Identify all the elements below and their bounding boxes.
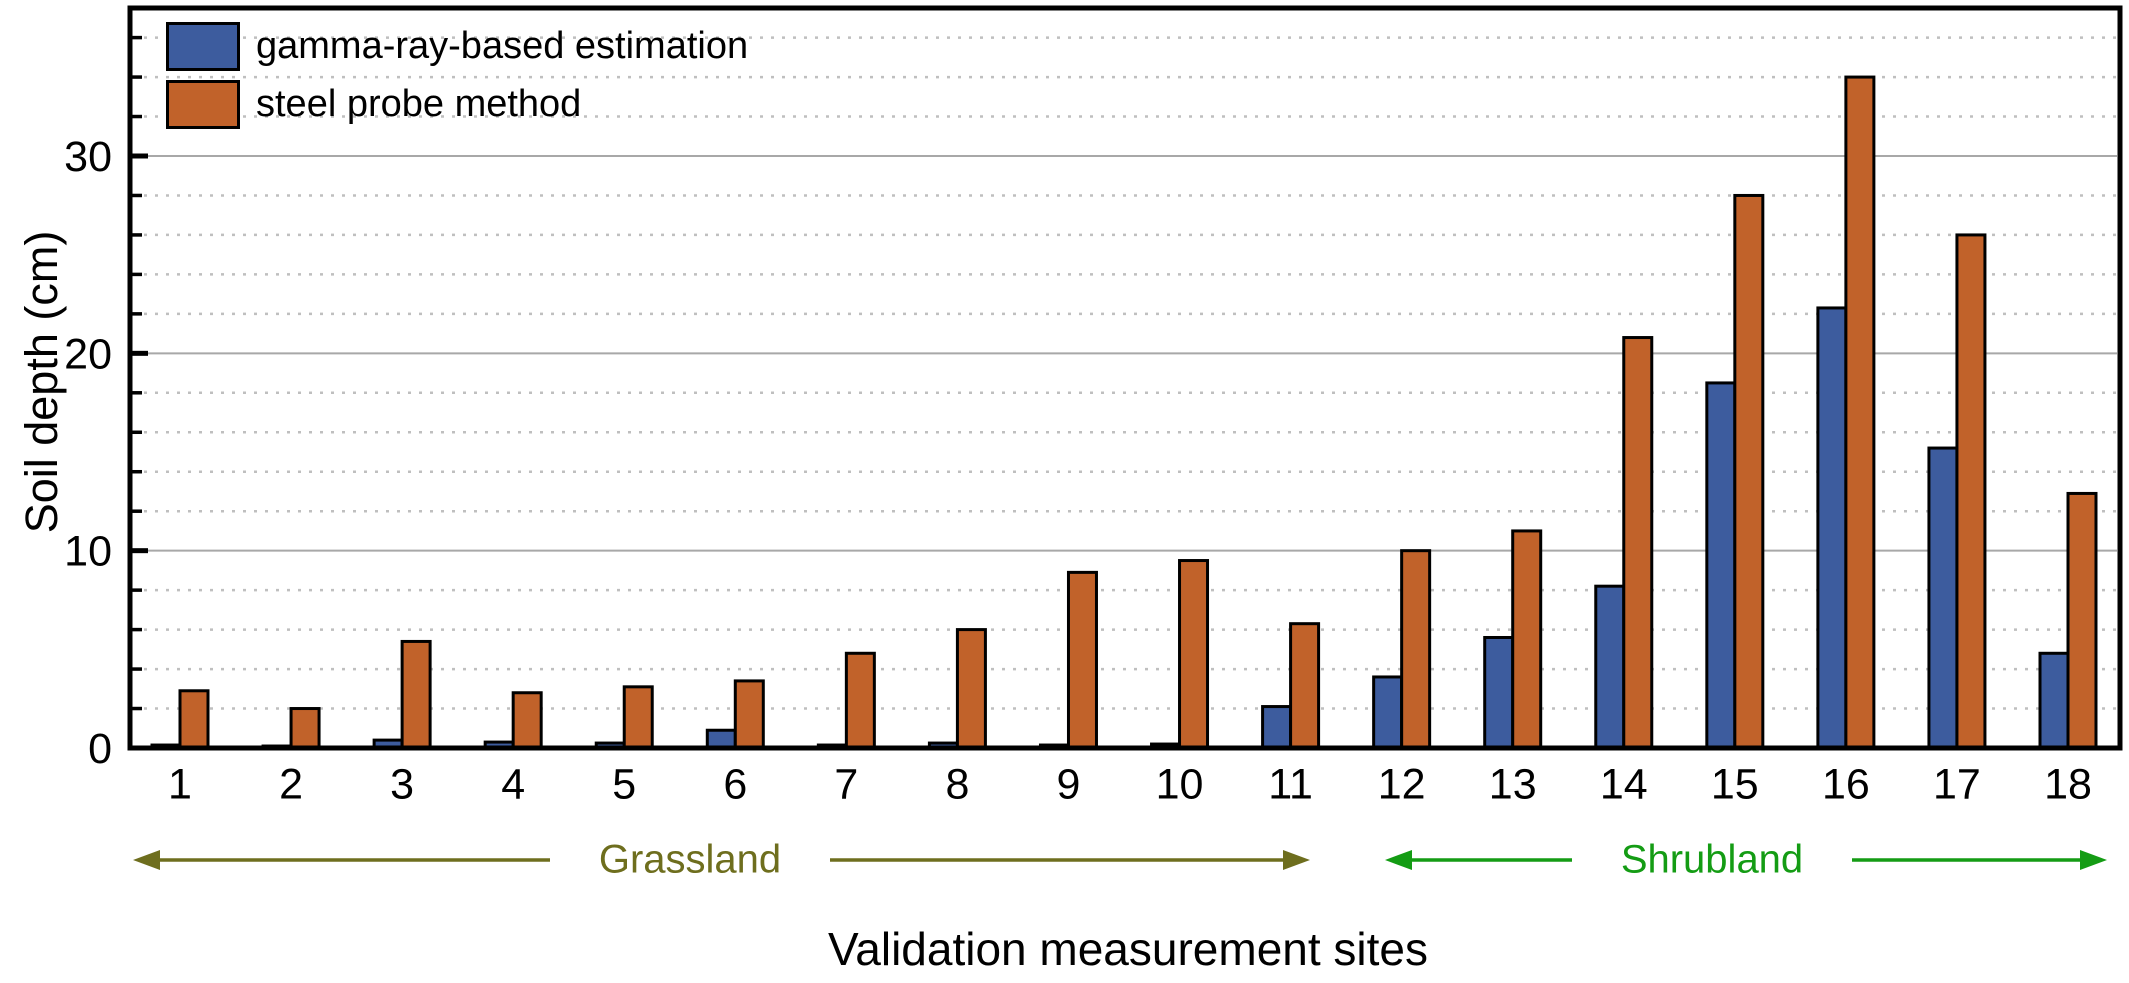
bar-site-6-gamma — [705, 728, 737, 750]
bar-site-13-gamma — [1483, 635, 1515, 750]
y-tick-label-30: 30 — [64, 133, 112, 181]
legend-swatch-steel — [166, 80, 240, 129]
y-axis-label: Soil depth (cm) — [16, 230, 67, 534]
bar-site-17-gamma — [1927, 446, 1959, 750]
y-tick-label-10: 10 — [64, 528, 112, 576]
bar-site-13-steel — [1511, 529, 1543, 750]
x-tick-label-8: 8 — [945, 760, 969, 808]
bar-site-17-steel — [1955, 233, 1987, 750]
x-tick-label-5: 5 — [612, 760, 636, 808]
bar-site-7-steel — [844, 651, 876, 750]
bar-site-14-steel — [1622, 336, 1654, 750]
group-annotation-shrubland: Shrubland — [1620, 837, 1804, 882]
x-tick-label-13: 13 — [1489, 760, 1537, 808]
shrubland-arrow-left-head — [1385, 850, 1412, 870]
y-tick-label-0: 0 — [88, 725, 112, 773]
shrubland-arrow-right-head — [2080, 850, 2107, 870]
x-tick-label-4: 4 — [501, 760, 525, 808]
x-tick-label-6: 6 — [723, 760, 747, 808]
grassland-arrow-left-head — [133, 850, 160, 870]
x-tick-label-3: 3 — [390, 760, 414, 808]
legend-label-gamma: gamma-ray-based estimation — [256, 25, 749, 67]
x-tick-label-16: 16 — [1822, 760, 1870, 808]
x-tick-label-1: 1 — [168, 760, 192, 808]
bar-site-3-steel — [400, 639, 432, 750]
x-tick-label-18: 18 — [2044, 760, 2092, 808]
bar-site-12-steel — [1400, 549, 1432, 750]
bar-site-16-steel — [1844, 75, 1876, 750]
bar-site-6-steel — [733, 679, 765, 750]
x-tick-label-10: 10 — [1156, 760, 1204, 808]
bar-site-18-steel — [2066, 491, 2098, 750]
bar-site-2-steel — [289, 707, 321, 750]
legend-label-steel: steel probe method — [256, 83, 582, 125]
x-tick-label-17: 17 — [1933, 760, 1981, 808]
x-tick-label-9: 9 — [1057, 760, 1081, 808]
bar-site-4-steel — [511, 691, 543, 750]
bar-site-11-steel — [1289, 622, 1321, 750]
legend: gamma-ray-based estimation steel probe m… — [166, 22, 748, 129]
bar-site-16-gamma — [1816, 306, 1848, 750]
axis-frame — [127, 5, 2123, 751]
x-tick-label-14: 14 — [1600, 760, 1648, 808]
x-tick-label-15: 15 — [1711, 760, 1759, 808]
x-tick-label-11: 11 — [1268, 760, 1313, 808]
y-tick-label-20: 20 — [64, 330, 112, 378]
bar-site-8-steel — [955, 628, 987, 750]
group-annotation-grassland: Grassland — [598, 837, 782, 882]
legend-swatch-gamma — [166, 22, 240, 71]
bar-site-14-gamma — [1594, 584, 1626, 750]
bar-site-15-steel — [1733, 193, 1765, 750]
x-tick-label-2: 2 — [279, 760, 303, 808]
bar-site-1-steel — [178, 689, 210, 750]
grassland-arrow-right-head — [1283, 850, 1310, 870]
x-axis-title: Validation measurement sites — [828, 923, 1428, 975]
bar-site-5-steel — [622, 685, 654, 750]
bar-site-18-gamma — [2038, 651, 2070, 750]
x-tick-label-7: 7 — [834, 760, 858, 808]
x-tick-label-12: 12 — [1378, 760, 1426, 808]
bar-site-10-steel — [1178, 559, 1210, 750]
bar-site-11-gamma — [1261, 705, 1293, 750]
legend-item-steel: steel probe method — [166, 80, 748, 129]
bar-site-15-gamma — [1705, 381, 1737, 750]
bar-site-9-steel — [1066, 570, 1098, 750]
bar-site-12-gamma — [1372, 675, 1404, 750]
legend-item-gamma: gamma-ray-based estimation — [166, 22, 748, 71]
